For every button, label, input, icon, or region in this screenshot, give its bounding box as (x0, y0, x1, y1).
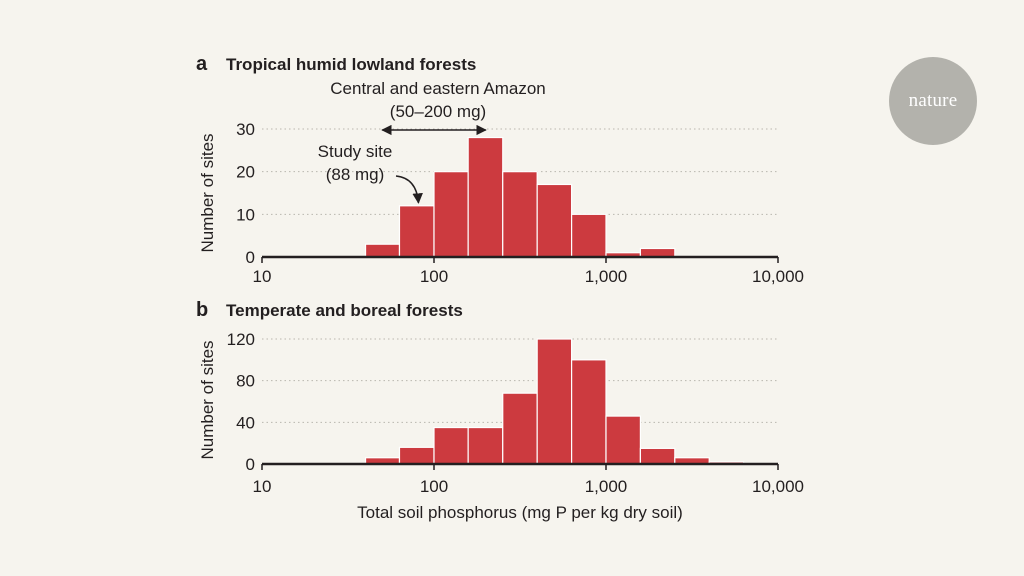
panel-b-x-tick-label: 100 (420, 477, 448, 496)
panel-a-bar (433, 171, 469, 258)
panel-b-y-axis-label: Number of sites (198, 340, 217, 459)
panel-b-x-tick-label: 10,000 (752, 477, 804, 496)
panel-b-bar (398, 446, 435, 465)
panel-b-bar (571, 359, 607, 465)
panel-b-bar (467, 426, 504, 465)
panel-a-x-tick-label: 10,000 (752, 267, 804, 286)
panel-a-x-tick-label: 1,000 (585, 267, 628, 286)
panel-b-y-tick-label: 120 (227, 330, 255, 349)
panel-a-bar (398, 205, 435, 258)
panel-b-bar (536, 338, 573, 465)
panel-b-x-ticks: 10 100 1,000 10,000 (253, 464, 804, 496)
panel-b-title: Temperate and boreal forests (226, 301, 463, 320)
panel-a-bar (571, 213, 607, 258)
panel-b-bar (605, 415, 642, 465)
panel-a-y-tick-label: 20 (236, 163, 255, 182)
study-site-arrow (395, 175, 423, 204)
panel-a-y-tick-label: 30 (236, 120, 255, 139)
x-axis-label: Total soil phosphorus (mg P per kg dry s… (357, 503, 683, 522)
range-annotation-line2: (50–200 mg) (390, 102, 486, 121)
panel-a-y-tick-label: 10 (236, 205, 255, 224)
panel-a-x-ticks: 10 100 1,000 10,000 (253, 257, 804, 286)
nature-logo: nature (889, 57, 977, 145)
panel-b-bars (364, 338, 745, 465)
panel-a-y-ticks: 0 10 20 30 (236, 120, 255, 267)
panel-a-bar (502, 171, 538, 258)
nature-logo-text: nature (908, 90, 958, 111)
panel-a-letter: a (196, 53, 208, 75)
panel-a-bar (536, 183, 573, 258)
panel-b-x-tick-label: 1,000 (585, 477, 628, 496)
panel-a-y-axis-label: Number of sites (198, 133, 217, 252)
panel-b-y-tick-label: 80 (236, 372, 255, 391)
panel-b-x-tick-label: 10 (253, 477, 272, 496)
panel-a-bar (639, 247, 676, 258)
panel-a-x-tick-label: 10 (253, 267, 272, 286)
panel-a-x-tick-label: 100 (420, 267, 448, 286)
study-site-label-line1: Study site (318, 142, 393, 161)
panel-b-bar (433, 426, 469, 465)
range-annotation-line1: Central and eastern Amazon (330, 79, 545, 98)
panel-b: b Temperate and boreal forests Number of… (196, 299, 804, 496)
panel-a-title: Tropical humid lowland forests (226, 55, 476, 74)
panel-a-bar (467, 136, 504, 258)
panel-b-y-tick-label: 0 (246, 455, 255, 474)
panel-b-bar (502, 392, 538, 465)
panel-b-y-tick-label: 40 (236, 413, 255, 432)
panel-a-bars (364, 136, 676, 258)
panel-b-letter: b (196, 299, 208, 321)
panel-a: a Tropical humid lowland forests Number … (196, 53, 804, 286)
study-site-label-line2: (88 mg) (326, 165, 385, 184)
panel-b-y-ticks: 0 40 80 120 (227, 330, 255, 474)
panel-b-bar (639, 447, 676, 465)
panel-a-y-tick-label: 0 (246, 248, 255, 267)
panel-a-bar (364, 243, 401, 258)
